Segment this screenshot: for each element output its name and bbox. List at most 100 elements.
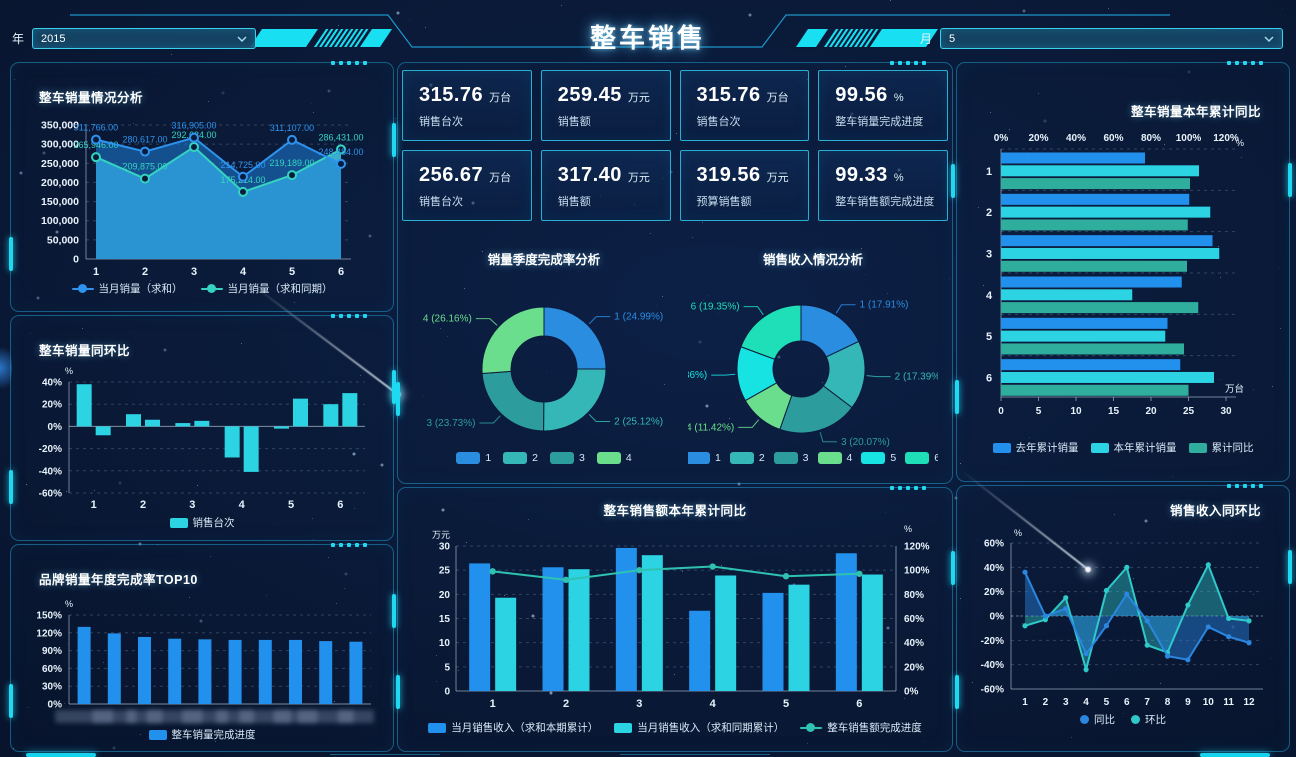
legend-label: 6 xyxy=(934,452,938,464)
svg-text:9: 9 xyxy=(1185,697,1191,708)
svg-text:90%: 90% xyxy=(42,646,62,657)
svg-text:万台: 万台 xyxy=(1225,383,1244,395)
legend-item[interactable]: 2 xyxy=(503,452,538,464)
svg-text:-40%: -40% xyxy=(981,660,1004,671)
legend-label: 本年累计销量 xyxy=(1113,442,1177,454)
svg-text:100,000: 100,000 xyxy=(41,215,79,227)
year-filter-group: 年 2015 xyxy=(12,28,257,49)
svg-text:20%: 20% xyxy=(42,400,62,411)
svg-text:3: 3 xyxy=(191,266,197,278)
legend-label: 整车销售额完成进度 xyxy=(827,722,922,734)
kpi-unit: % xyxy=(893,172,904,184)
svg-text:0: 0 xyxy=(998,406,1004,417)
svg-text:5: 5 xyxy=(783,698,789,710)
page-title: 整车销售 xyxy=(589,23,706,53)
legend-item[interactable]: 1 xyxy=(456,452,491,464)
legend-item[interactable]: 去年累计销量 xyxy=(992,440,1079,455)
panel-title: 销售收入同环比 xyxy=(1169,504,1261,518)
kpi-label: 整车销量完成进度 xyxy=(835,116,924,128)
kpi-unit: 万元 xyxy=(766,172,789,184)
legend-label: 2 xyxy=(758,452,765,464)
legend-item[interactable]: 当月销量（求和同期） xyxy=(200,281,333,296)
legend-item[interactable]: 当月销售收入（求和同期累计） xyxy=(614,720,784,735)
legend-item[interactable]: 5 xyxy=(861,452,896,464)
panel-dots-decoration xyxy=(890,61,926,65)
svg-text:20%: 20% xyxy=(984,587,1004,598)
year-select[interactable]: 2015 xyxy=(32,28,257,49)
bottom-frame-decoration xyxy=(26,753,96,757)
legend-swatch-icon xyxy=(861,452,886,464)
panel-revenue-trend: 销售收入同环比 -60% -40% -20% 0% 20% 40% 60%% 1 2 3 4 5 6 7 8… xyxy=(954,484,1292,752)
svg-text:1: 1 xyxy=(93,266,99,278)
legend-item[interactable]: 同比 xyxy=(1080,712,1115,727)
svg-text:2: 2 xyxy=(140,499,146,511)
quarter-donut-chart: 1 (24.99%) 2 (25.12%) 3 (23.73%) 4 (26.16%) xyxy=(404,268,684,478)
legend-item[interactable]: 本年累计销量 xyxy=(1090,440,1177,455)
kpi-card: 99.33% 整车销售额完成进度 xyxy=(818,150,948,221)
legend-label: 销售台次 xyxy=(192,517,235,529)
kpi-unit: 万台 xyxy=(489,92,512,104)
chevron-down-icon xyxy=(1264,35,1274,42)
legend-item[interactable]: 3 xyxy=(773,452,809,464)
svg-text:2 (17.39%): 2 (17.39%) xyxy=(895,372,938,383)
svg-text:80%: 80% xyxy=(904,590,924,601)
svg-text:4 (26.16%): 4 (26.16%) xyxy=(423,314,472,325)
kpi-card: 317.40 万元 销售额 xyxy=(540,150,671,221)
legend-item[interactable]: 累计同比 xyxy=(1188,440,1254,455)
kpi-value: 259.45 xyxy=(557,84,622,106)
svg-text:2 (25.12%): 2 (25.12%) xyxy=(614,416,663,427)
svg-text:%: % xyxy=(1236,138,1244,148)
svg-text:60%: 60% xyxy=(42,664,62,675)
legend-item[interactable]: 1 xyxy=(688,452,721,464)
year-value: 2015 xyxy=(41,32,66,45)
legend-label: 1 xyxy=(714,452,721,464)
svg-text:3 (20.07%): 3 (20.07%) xyxy=(841,437,890,448)
svg-text:0%: 0% xyxy=(990,612,1005,623)
legend-label: 4 xyxy=(625,452,632,464)
svg-text:6: 6 xyxy=(338,266,344,278)
svg-text:265,946.00: 265,946.00 xyxy=(73,140,118,150)
svg-text:120%: 120% xyxy=(36,628,62,639)
legend-swatch-icon xyxy=(992,442,1011,453)
legend-label: 3 xyxy=(802,452,809,464)
legend-linedot-icon xyxy=(800,723,823,732)
kpi-value: 319.56 xyxy=(696,164,761,186)
svg-text:5: 5 xyxy=(288,499,294,511)
svg-text:60%: 60% xyxy=(984,539,1004,550)
legend-item[interactable]: 整车销量完成进度 xyxy=(148,727,256,742)
legend-item[interactable]: 整车销售额完成进度 xyxy=(800,720,922,735)
panel-dots-decoration xyxy=(331,543,367,547)
legend-label: 3 xyxy=(579,452,585,464)
kpi-card: 256.67 万台 销售台次 xyxy=(402,150,532,221)
svg-text:10: 10 xyxy=(1070,406,1082,417)
svg-text:280,617.00: 280,617.00 xyxy=(122,135,167,145)
legend-swatch-icon xyxy=(773,452,798,464)
legend-item[interactable]: 2 xyxy=(729,452,765,464)
svg-text:-20%: -20% xyxy=(39,444,62,455)
month-select[interactable]: 5 xyxy=(940,28,1283,49)
svg-text:300,000: 300,000 xyxy=(41,139,79,151)
panel-revenue-ytd: 整车销售额本年累计同比 0 0% 5 20% 10 40% 15 60% 20 80% 25 100%… xyxy=(395,486,955,752)
svg-text:5: 5 xyxy=(444,662,450,673)
kpi-label: 销售额 xyxy=(557,116,591,128)
kpi-value: 315.76 xyxy=(696,84,761,106)
legend-label: 当月销售收入（求和同期累计） xyxy=(637,722,785,734)
legend-item[interactable]: 4 xyxy=(596,452,632,464)
svg-text:209,875.00: 209,875.00 xyxy=(122,162,167,172)
svg-text:3: 3 xyxy=(189,499,195,511)
legend-item[interactable]: 当月销量（求和） xyxy=(71,281,183,296)
kpi-label: 销售台次 xyxy=(696,116,741,128)
legend-item[interactable]: 6 xyxy=(905,452,938,464)
svg-text:25: 25 xyxy=(439,566,451,577)
svg-text:20%: 20% xyxy=(1028,133,1048,144)
legend-label: 当月销量（求和同期） xyxy=(227,283,333,295)
kpi-unit: 万台 xyxy=(766,92,789,104)
legend-swatch-icon xyxy=(1188,442,1207,453)
legend-item[interactable]: 4 xyxy=(817,452,852,464)
svg-text:6: 6 xyxy=(856,698,862,710)
legend-linedot-icon xyxy=(71,284,94,293)
legend-item[interactable]: 当月销售收入（求和本期累计） xyxy=(428,720,598,735)
legend-item[interactable]: 销售台次 xyxy=(169,515,235,530)
legend-item[interactable]: 3 xyxy=(550,452,585,464)
legend-item[interactable]: 环比 xyxy=(1131,712,1166,727)
